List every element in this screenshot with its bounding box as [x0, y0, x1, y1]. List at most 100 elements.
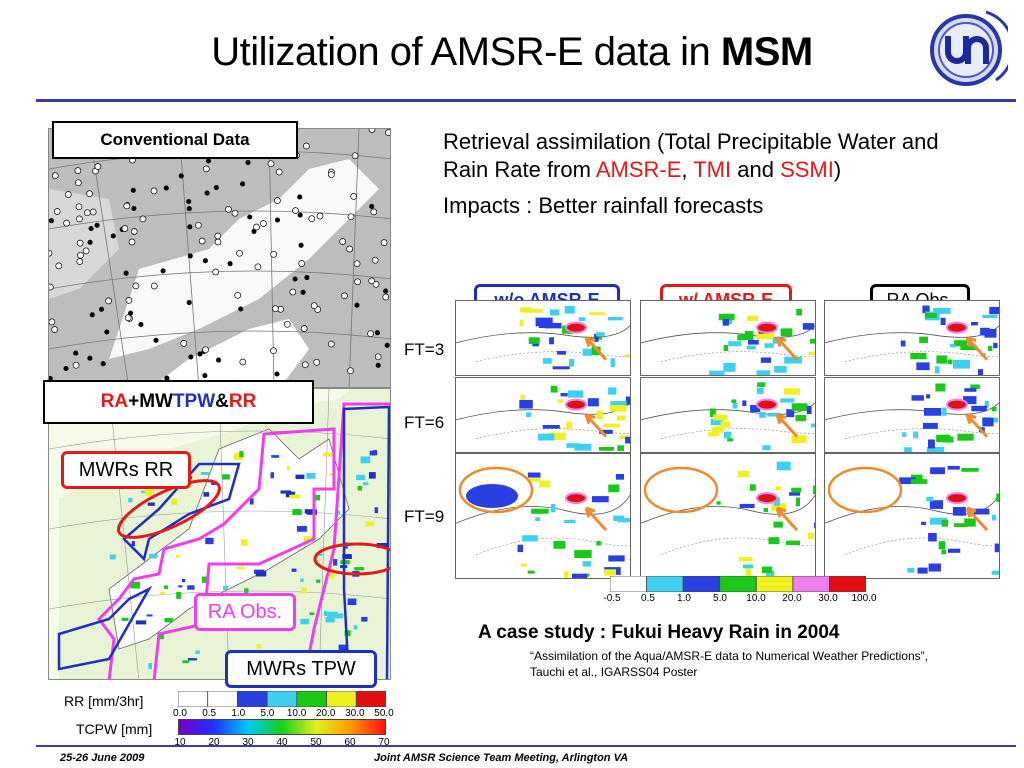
rain-patch	[147, 502, 155, 506]
arrow-icon	[775, 506, 799, 532]
observation-point	[82, 247, 90, 255]
observation-point	[300, 325, 308, 332]
precip-cell	[900, 340, 906, 347]
precip-cell	[599, 429, 613, 434]
observation-point	[289, 288, 297, 296]
precip-cell	[716, 501, 721, 505]
arrow-icon	[965, 506, 989, 532]
rain-patch	[241, 539, 248, 546]
rain-patch	[211, 481, 217, 485]
observation-point	[72, 361, 80, 369]
observation-point	[236, 249, 243, 257]
precip-cell	[613, 515, 625, 521]
precip-cell	[525, 412, 532, 418]
observation-point	[310, 302, 318, 310]
conventional-data-map	[48, 128, 391, 388]
precip-cell	[574, 550, 592, 559]
precip-cell	[929, 500, 944, 509]
precip-cell	[796, 308, 802, 316]
observation-point	[188, 354, 194, 360]
precip-cell	[713, 414, 728, 421]
precip-cell	[727, 438, 734, 442]
precip-cell	[919, 336, 929, 344]
observation-point	[347, 213, 355, 221]
observation-point	[304, 275, 310, 281]
precip-cell	[813, 485, 815, 495]
observation-point	[49, 249, 53, 257]
rain-patch	[256, 644, 262, 649]
forecast-panel	[640, 453, 816, 579]
precip-cell	[941, 549, 947, 555]
precip-cell	[923, 408, 942, 416]
precip-cell	[902, 432, 907, 437]
observation-point	[153, 337, 159, 343]
rain-patch	[369, 450, 377, 456]
observation-point	[202, 346, 209, 354]
precip-cell	[535, 317, 553, 327]
precip-cell	[710, 418, 724, 426]
observation-point	[100, 361, 106, 367]
observation-point	[384, 342, 390, 348]
precip-cell	[604, 569, 617, 576]
rain-patch	[223, 585, 229, 591]
heavy-rain-core	[756, 492, 778, 505]
rain-patch	[289, 494, 301, 499]
observation-point	[328, 340, 335, 348]
precip-cell	[984, 328, 997, 338]
observation-point	[292, 207, 299, 214]
observation-point	[123, 202, 131, 210]
precip-cell	[942, 407, 947, 416]
rain-patch	[291, 568, 297, 572]
precip-cell	[550, 385, 558, 393]
precip-cell	[544, 322, 562, 329]
scale-tick-label: 10.0	[286, 708, 307, 719]
precip-cell	[814, 478, 815, 483]
rain-patch	[270, 472, 275, 479]
rain-patch	[360, 456, 371, 464]
tcpw-scale-label: TCPW [mm]	[76, 721, 153, 737]
observation-point	[292, 276, 298, 282]
precip-cell	[761, 566, 773, 574]
observation-point	[298, 242, 304, 248]
observation-point	[239, 358, 247, 366]
heavy-rain-core	[565, 398, 587, 411]
precip-cell	[930, 517, 948, 525]
colorbar-swatch	[178, 691, 209, 707]
observation-point	[354, 278, 361, 286]
observation-point	[128, 238, 136, 246]
precip-cell	[553, 541, 566, 549]
observation-point	[212, 268, 220, 276]
colorbar-swatch	[719, 576, 757, 592]
precip-cell	[950, 343, 956, 348]
rain-patch	[158, 633, 164, 640]
rain-patch	[356, 474, 365, 481]
observation-point	[187, 224, 193, 230]
precip-cell	[954, 340, 968, 347]
precip-cell	[619, 435, 627, 440]
observation-point	[121, 225, 129, 232]
rain-patch	[323, 452, 333, 457]
heavy-rain-core	[946, 492, 968, 505]
ra-mw-label: RA + MW TPW & RR	[43, 380, 314, 424]
precip-cell	[756, 370, 771, 375]
precip-cell	[911, 395, 924, 401]
precip-cell	[582, 561, 592, 567]
precip-cell	[974, 508, 990, 515]
scale-tick-label: 40	[276, 737, 288, 748]
observation-point	[94, 163, 102, 170]
observation-point	[63, 219, 70, 227]
precip-cell	[744, 331, 754, 340]
arrow-icon	[775, 336, 799, 361]
highlight-ellipse	[827, 466, 903, 514]
precip-cell	[938, 541, 946, 550]
precip-cell	[940, 317, 946, 325]
precip-cell	[924, 313, 937, 319]
observation-point	[130, 228, 138, 235]
observation-point	[341, 292, 348, 300]
precip-cell	[466, 484, 518, 508]
scale-tick-label: 10.0	[746, 593, 766, 604]
rain-patch	[306, 472, 316, 479]
forecast-panel	[824, 300, 1000, 376]
scale-tick-label: 0.5	[641, 593, 655, 604]
scale-tick-label: 60	[344, 737, 356, 748]
